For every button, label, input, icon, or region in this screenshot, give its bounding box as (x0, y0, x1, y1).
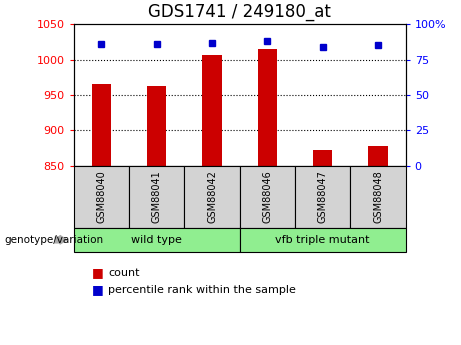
Bar (258, 49, 277, 166)
Text: percentile rank within the sample: percentile rank within the sample (108, 285, 296, 295)
Text: GSM88040: GSM88040 (96, 170, 106, 223)
Bar (184, 166, 240, 228)
Bar (147, 86, 166, 166)
Text: GSM88042: GSM88042 (207, 170, 217, 223)
Title: GDS1741 / 249180_at: GDS1741 / 249180_at (148, 3, 331, 21)
Bar (92, 84, 111, 166)
Bar (240, 166, 295, 228)
Text: GSM88046: GSM88046 (262, 170, 272, 223)
Bar (240, 228, 406, 252)
Text: wild type: wild type (131, 235, 182, 245)
Bar (350, 166, 406, 228)
Bar (295, 166, 350, 228)
Text: GSM88041: GSM88041 (152, 170, 162, 223)
Text: genotype/variation: genotype/variation (5, 235, 104, 245)
Bar (74, 166, 129, 228)
Text: vfb triple mutant: vfb triple mutant (276, 235, 370, 245)
Text: GSM88048: GSM88048 (373, 170, 383, 223)
Text: GSM88047: GSM88047 (318, 170, 328, 223)
Text: ■: ■ (92, 283, 104, 296)
Text: count: count (108, 268, 140, 277)
Text: ■: ■ (92, 266, 104, 279)
Bar (368, 146, 388, 166)
Bar (202, 55, 222, 166)
Bar (313, 150, 332, 166)
Bar (129, 166, 184, 228)
Bar (74, 228, 240, 252)
